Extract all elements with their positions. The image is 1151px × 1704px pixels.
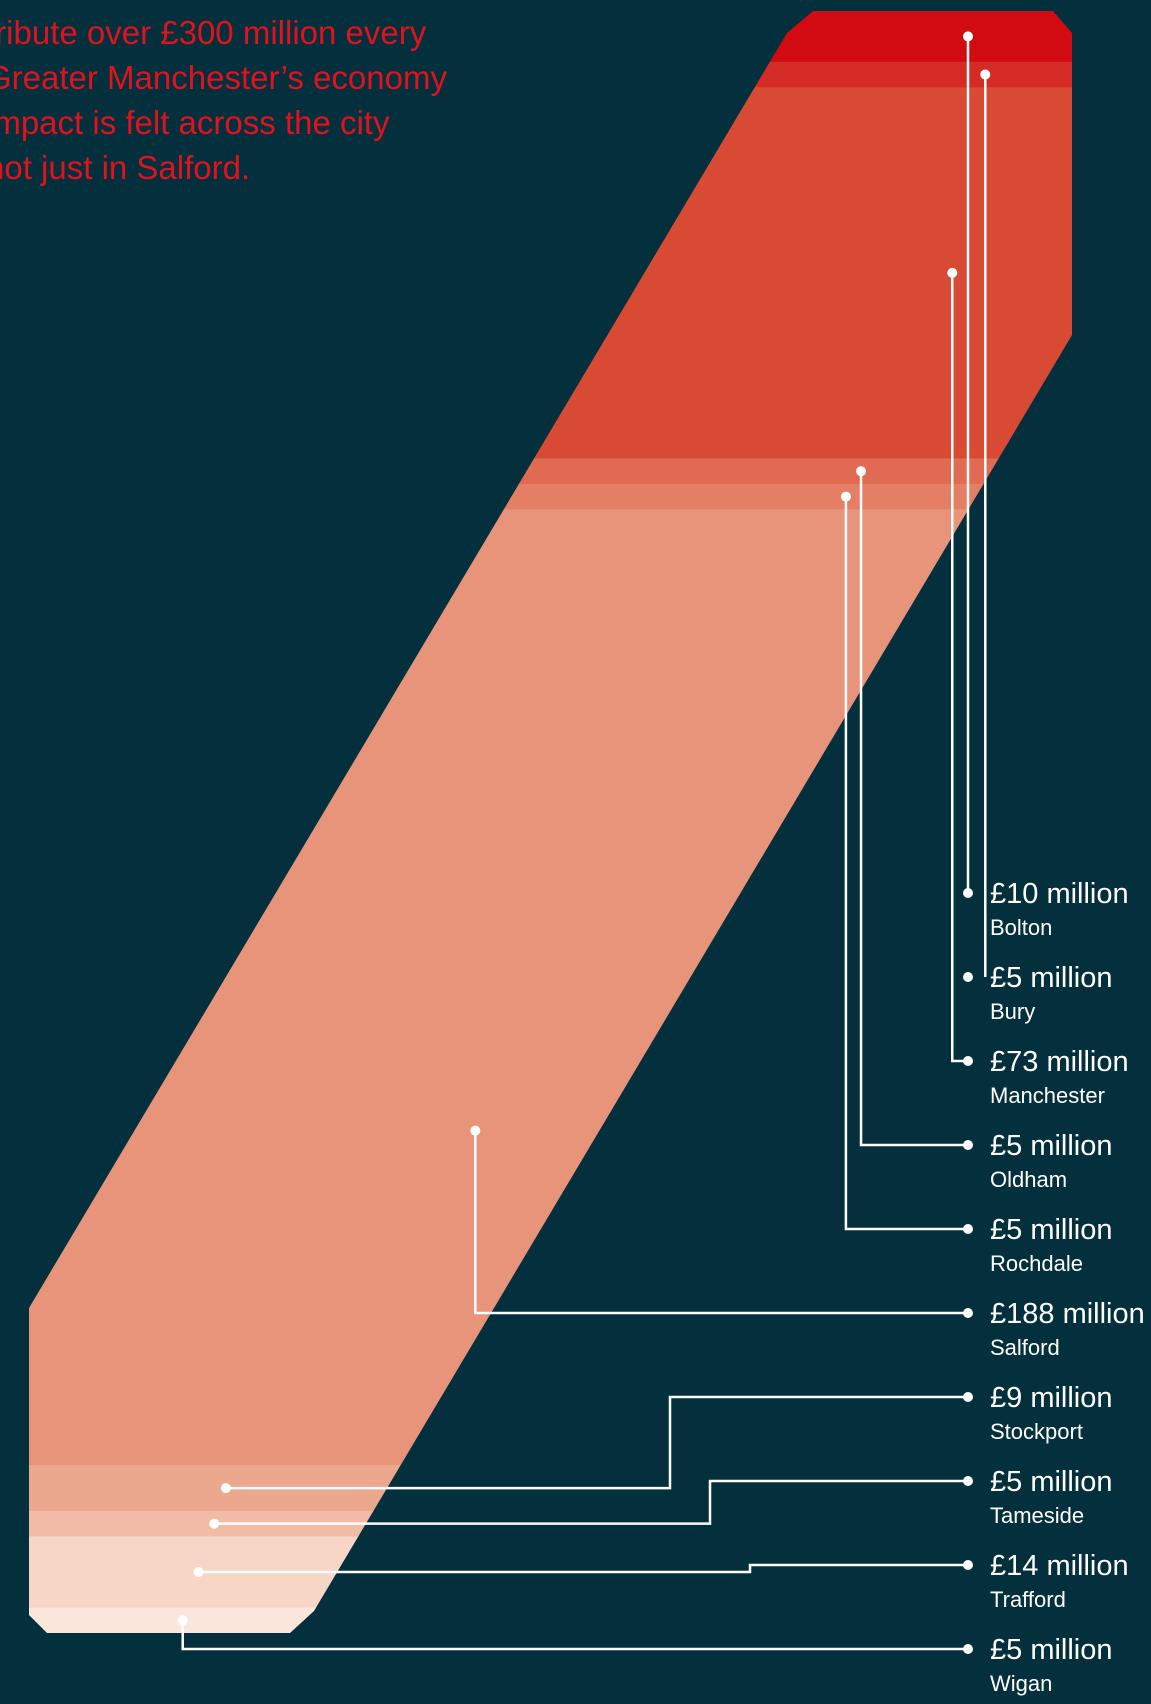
leader-line-wigan: [181, 1620, 968, 1651]
band-segment-bury: [29, 61, 1072, 88]
label-dot-wigan: [963, 1644, 973, 1654]
anchor-dot-salford: [470, 1125, 481, 1136]
region-label-salford: Salford: [990, 1335, 1060, 1360]
region-label-bury: Bury: [990, 999, 1035, 1024]
band-segment-rochdale: [29, 483, 1072, 510]
leader-line-stockport: [225, 1395, 968, 1490]
value-label-stockport: £9 million: [990, 1382, 1113, 1414]
value-label-rochdale: £5 million: [990, 1214, 1113, 1246]
intro-line-1: tribute over £300 million every: [0, 14, 427, 51]
value-label-trafford: £14 million: [990, 1550, 1129, 1582]
label-dot-manchester: [963, 1056, 973, 1066]
region-label-oldham: Oldham: [990, 1167, 1067, 1192]
band-segment-manchester: [29, 87, 1072, 459]
label-dot-stockport: [963, 1392, 973, 1402]
region-label-rochdale: Rochdale: [990, 1251, 1083, 1276]
region-label-manchester: Manchester: [990, 1083, 1105, 1108]
band-segment-wigan: [29, 1607, 1072, 1633]
intro-text: tribute over £300 million every Greater …: [0, 10, 586, 190]
region-label-tameside: Tameside: [990, 1503, 1084, 1528]
region-label-trafford: Trafford: [990, 1587, 1066, 1612]
band-segment-bolton: [29, 11, 1072, 63]
value-label-wigan: £5 million: [990, 1634, 1113, 1666]
region-label-wigan: Wigan: [990, 1671, 1052, 1696]
anchor-dot-stockport: [220, 1483, 231, 1494]
leader-line-trafford: [198, 1563, 968, 1574]
value-label-manchester: £73 million: [990, 1046, 1129, 1078]
leader-lines: [177, 31, 991, 1654]
value-label-salford: £188 million: [990, 1298, 1145, 1330]
intro-line-2: Greater Manchester’s economy: [0, 59, 447, 96]
anchor-dot-bury: [980, 69, 991, 80]
anchor-dot-bolton: [963, 31, 973, 42]
band-segment-oldham: [29, 458, 1072, 485]
label-dot-salford: [963, 1308, 973, 1318]
anchor-dot-oldham: [856, 466, 867, 477]
band-segments: [29, 11, 1072, 1633]
anchor-dot-wigan: [177, 1615, 188, 1626]
value-label-tameside: £5 million: [990, 1466, 1113, 1498]
region-labels: £10 million Bolton £5 million Bury £73 milli…: [990, 878, 1145, 1696]
label-dot-bury: [963, 972, 973, 982]
leader-line-oldham: [859, 471, 968, 1147]
anchor-dot-tameside: [209, 1518, 220, 1529]
label-dot-trafford: [963, 1560, 973, 1570]
region-label-stockport: Stockport: [990, 1419, 1083, 1444]
band-segment-salford: [29, 509, 1072, 1466]
leader-line-salford: [474, 1130, 968, 1315]
leader-line-rochdale: [844, 496, 968, 1231]
value-label-bury: £5 million: [990, 962, 1113, 994]
anchor-dot-trafford: [193, 1566, 204, 1577]
leader-line-manchester: [951, 272, 968, 1063]
leader-line-tameside: [214, 1479, 968, 1525]
region-label-bolton: Bolton: [990, 915, 1052, 940]
value-label-oldham: £5 million: [990, 1130, 1113, 1162]
anchor-dot-manchester: [947, 267, 958, 278]
label-dot-tameside: [963, 1476, 973, 1486]
label-dot-oldham: [963, 1140, 973, 1150]
label-dot-bolton: [963, 888, 973, 898]
label-dot-rochdale: [963, 1224, 973, 1234]
intro-line-4: not just in Salford.: [0, 149, 251, 186]
value-label-bolton: £10 million: [990, 878, 1129, 910]
intro-line-3: impact is felt across the city: [0, 104, 390, 141]
anchor-dot-rochdale: [840, 491, 851, 502]
